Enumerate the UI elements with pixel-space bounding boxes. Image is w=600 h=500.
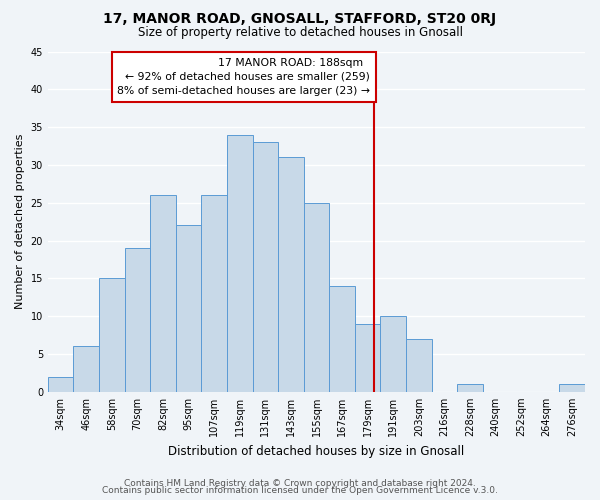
Text: 17, MANOR ROAD, GNOSALL, STAFFORD, ST20 0RJ: 17, MANOR ROAD, GNOSALL, STAFFORD, ST20 … xyxy=(103,12,497,26)
Bar xyxy=(355,324,380,392)
Y-axis label: Number of detached properties: Number of detached properties xyxy=(15,134,25,310)
Bar xyxy=(48,376,73,392)
Bar xyxy=(457,384,482,392)
Bar xyxy=(253,142,278,392)
Bar xyxy=(227,134,253,392)
Bar xyxy=(304,202,329,392)
Bar xyxy=(380,316,406,392)
Text: 17 MANOR ROAD: 188sqm  
← 92% of detached houses are smaller (259)
8% of semi-de: 17 MANOR ROAD: 188sqm ← 92% of detached … xyxy=(117,58,370,96)
Bar xyxy=(99,278,125,392)
Bar xyxy=(176,226,202,392)
X-axis label: Distribution of detached houses by size in Gnosall: Distribution of detached houses by size … xyxy=(169,444,464,458)
Bar xyxy=(125,248,150,392)
Bar xyxy=(406,339,431,392)
Bar xyxy=(150,195,176,392)
Bar xyxy=(202,195,227,392)
Text: Size of property relative to detached houses in Gnosall: Size of property relative to detached ho… xyxy=(137,26,463,39)
Bar xyxy=(73,346,99,392)
Bar xyxy=(329,286,355,392)
Text: Contains public sector information licensed under the Open Government Licence v.: Contains public sector information licen… xyxy=(102,486,498,495)
Text: Contains HM Land Registry data © Crown copyright and database right 2024.: Contains HM Land Registry data © Crown c… xyxy=(124,478,476,488)
Bar xyxy=(278,158,304,392)
Bar xyxy=(559,384,585,392)
